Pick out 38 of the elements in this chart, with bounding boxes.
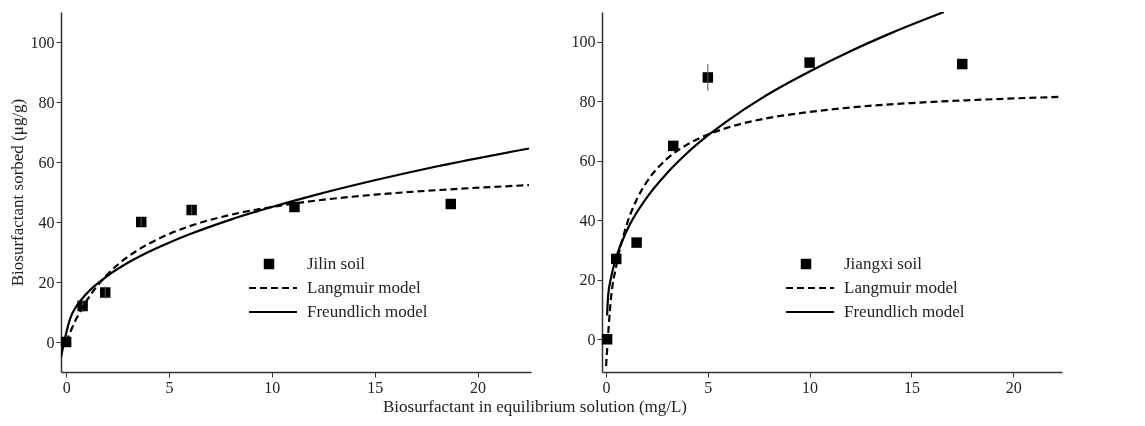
y-tick-label: 0 xyxy=(587,330,596,348)
y-tick-label: 60 xyxy=(38,153,55,171)
y-tick-label: 100 xyxy=(571,33,596,51)
y-tick-label: 60 xyxy=(579,152,596,170)
y-tick-label: 100 xyxy=(30,33,55,51)
legend-label: Freundlich model xyxy=(307,302,428,321)
point xyxy=(186,204,197,216)
y-tick-label: 40 xyxy=(579,211,596,229)
x-tick-label: 15 xyxy=(367,378,384,396)
y-tick-label: 40 xyxy=(38,213,55,231)
y-tick-label: 20 xyxy=(579,271,596,289)
x-tick-label: 5 xyxy=(165,378,174,396)
legend-label: Jilin soil xyxy=(307,254,366,273)
y-tick-label: 80 xyxy=(38,93,55,111)
legend-label: Jiangxi soil xyxy=(844,254,923,273)
legend-label: Freundlich model xyxy=(844,302,965,321)
x-tick-label: 0 xyxy=(602,378,611,396)
point xyxy=(804,57,815,68)
legend-label: Langmuir model xyxy=(844,278,959,297)
x-tick-label: 20 xyxy=(1005,378,1022,396)
x-axis-title: Biosurfactant in equilibrium solution (mg/L) xyxy=(382,397,688,416)
x-tick-label: 10 xyxy=(802,378,819,396)
point xyxy=(702,72,714,83)
x-tick-label: 15 xyxy=(903,378,920,396)
y-tick-label: 80 xyxy=(579,92,596,110)
x-tick-label: 5 xyxy=(704,378,713,396)
legend-label: Langmuir model xyxy=(307,278,422,297)
y-tick-label: 20 xyxy=(38,273,55,291)
point xyxy=(957,58,968,70)
point xyxy=(99,287,111,298)
y-tick-label: 0 xyxy=(46,333,55,351)
x-tick-label: 0 xyxy=(62,378,71,396)
x-tick-label: 10 xyxy=(264,378,281,396)
y-axis-title: Biosurfactant sorbed (μg/g) xyxy=(7,98,27,287)
line-series xyxy=(61,147,531,359)
point xyxy=(445,198,457,210)
point xyxy=(631,237,642,248)
x-tick-label: 20 xyxy=(470,378,487,396)
